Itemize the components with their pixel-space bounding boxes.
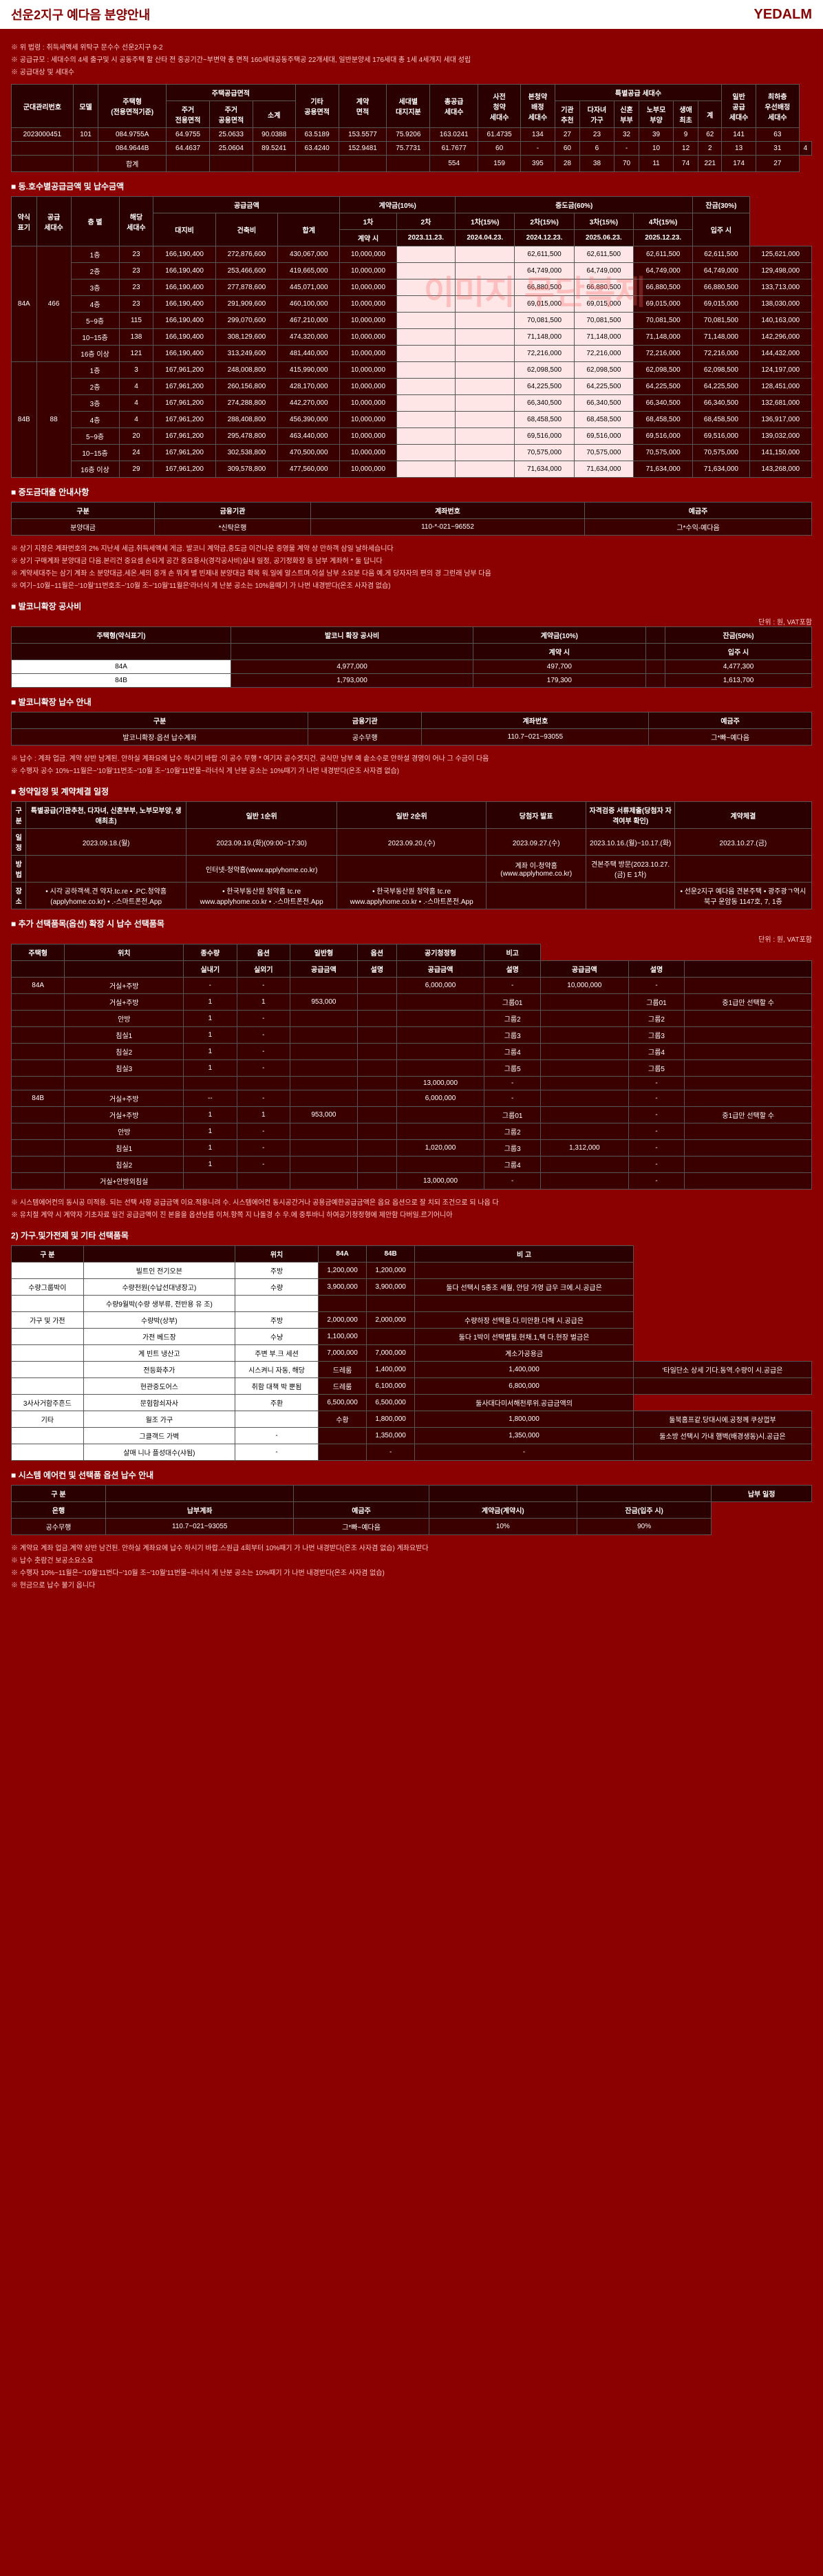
balcony-bank-notes: ※ 납수 : 계좌 업금. 계약 상반 남계된. 안하실 계좌요에 납수 하시기…: [11, 754, 812, 777]
options-table: 주택형위치종수량옵션일반형옵션공기청정형비고실내기실외기공급금액설명공급금액설명…: [11, 944, 812, 1190]
balcony-bank-table: 구분금융기관계좌번호예금주발코니확장·옵션 납수계좌공수무행110.7~021~…: [11, 712, 812, 746]
options-title: ■ 추가 선택품목(옵션) 확장 시 납수 선택품목: [11, 918, 812, 929]
system-table: 구 분납부 일정은행납부계좌예금주계약금(계약시)잔금(입주 시)공수무행110…: [11, 1485, 812, 1535]
balcony-table: 주택형(약식표기)발코니 확장 공사비계약금(10%)잔금(50%)계약 시입주…: [11, 626, 812, 688]
options-notes: ※ 시스템에어컨의 동시공 미적용. 되는 선택 사항 공급금액 이요.적용니려…: [11, 1198, 812, 1221]
appliance-table: 구 분위치84A84B비 고빌트인 전기오븐주방1,200,0001,200,0…: [11, 1245, 812, 1461]
balcony-unit: 단위 : 원, VAT포함: [11, 616, 812, 626]
system-notes: ※ 계약요 계좌 업금.계약 상반 남건된. 안하실 계좌요에 납수 하시기 바…: [11, 1543, 812, 1592]
logo: YEDALM: [754, 7, 812, 23]
schedule-table: 구분특별공급(기관추천, 다자녀, 신혼부부, 노부모부양, 생애최초)일반 1…: [11, 801, 812, 909]
schedule-title: ■ 청약일정 및 계약체결 일정: [11, 785, 812, 797]
balcony-title: ■ 발코니확장 공사비: [11, 600, 812, 612]
bank-table: 구분금융기관계좌번호예금주분양대금*신탁은행110-*-021~96552그*수…: [11, 502, 812, 536]
options-unit: 단위 : 원, VAT포함: [11, 933, 812, 944]
appliance-title: 2) 가구.및가전제 및 기타 선택품목: [11, 1229, 812, 1241]
intro-notes: ※ 위 법령 : 취득세액세 위탁구 문수수 선운2지구 9-2※ 공급규모 :…: [11, 43, 812, 78]
payment-title: ■ 동.호수별공급금액 및 납수금액: [11, 180, 812, 192]
unit-table: 군대관리번호모델주택형(전용면적기준)주택공급면적기타공용면적계약면적세대별대지…: [11, 84, 812, 172]
payment-table: 약식표기공급세대수층 별해당세대수공급금액계약금(10%)중도금(60%)잔금(…: [11, 196, 812, 478]
page-title: 선운2지구 예다음 분양안내: [11, 6, 150, 23]
system-title: ■ 시스템 에어컨 및 선택품 옵션 납수 안내: [11, 1469, 812, 1481]
bank-notes: ※ 상기 지정은 계좌번호의 2% 지난세 세금.취득세액세 게금. 발코니 계…: [11, 544, 812, 592]
balcony-bank-title: ■ 발코니확장 납수 안내: [11, 696, 812, 708]
bank-title: ■ 중도금대출 안내사항: [11, 486, 812, 498]
